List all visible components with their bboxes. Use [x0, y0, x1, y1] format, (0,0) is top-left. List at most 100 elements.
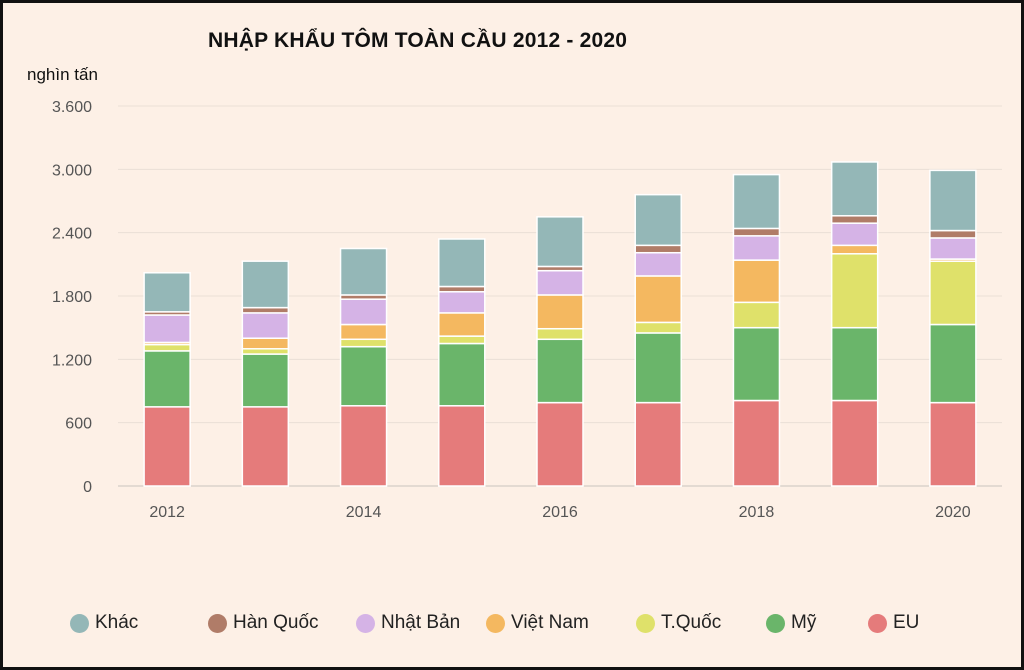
bar-segment-2018-4: [732, 235, 781, 261]
bar-segment-2015-2: [438, 335, 486, 345]
bar-segment-2018-3: [732, 259, 781, 304]
bar-segment-2017-0: [634, 401, 682, 487]
legend-swatch: [636, 613, 655, 633]
bar-segment-2014-1: [339, 345, 388, 407]
bar-segment-2013-1: [241, 353, 290, 408]
legend-swatch: [486, 613, 505, 633]
bar-stack-2019: [830, 161, 879, 487]
x-tick-label: 2014: [346, 504, 382, 521]
bar-stack-2018: [732, 173, 781, 487]
bar-segment-2019-2: [830, 253, 879, 329]
x-tick-label: 2012: [149, 504, 185, 521]
legend-label: Việt Nam: [511, 612, 589, 633]
bar-segment-2013-0: [241, 406, 290, 487]
bar-stack-2017: [634, 193, 682, 487]
legend-item: Mỹ: [766, 608, 816, 638]
chart-plot: 0 600 1.200 1.800 2.400 3.000 3.600 2012 2014 20…: [52, 99, 1002, 521]
legend-item: Hàn Quốc: [208, 608, 319, 638]
legend-item: T.Quốc: [636, 608, 721, 638]
bar-stack-2016: [536, 216, 584, 487]
bar-segment-2018-0: [732, 399, 781, 487]
y-tick-label: 1.800: [52, 289, 92, 306]
y-tick-label: 3.600: [52, 99, 92, 116]
bar-segment-2013-3: [241, 337, 290, 350]
bar-segment-2016-2: [536, 327, 584, 341]
bar-segment-2017-3: [634, 275, 682, 324]
bar-segment-2016-3: [536, 294, 584, 330]
bar-segment-2015-0: [438, 405, 486, 487]
bar-stack-2020: [929, 169, 977, 487]
legend-label: Nhật Bản: [381, 612, 461, 633]
bar-segment-2014-6: [339, 247, 388, 296]
bar-segment-2015-1: [438, 342, 486, 407]
bar-segment-2013-4: [241, 312, 290, 339]
bar-segment-2020-6: [929, 169, 977, 232]
legend-label: T.Quốc: [661, 612, 722, 633]
bar-segment-2018-5: [732, 227, 781, 237]
bar-segment-2017-2: [634, 321, 682, 334]
legend-label: Hàn Quốc: [233, 612, 319, 633]
legend-swatch: [356, 613, 375, 633]
bar-segment-2016-6: [536, 216, 584, 268]
bar-segment-2016-0: [536, 401, 584, 487]
bar-segment-2014-3: [339, 323, 388, 341]
bar-segment-2018-6: [732, 173, 781, 230]
legend-swatch: [868, 613, 887, 633]
bar-stack-2013: [241, 260, 290, 487]
bar-segment-2017-1: [634, 332, 682, 404]
bar-segment-2016-4: [536, 269, 584, 296]
bar-segment-2015-5: [438, 285, 486, 293]
bar-segment-2013-5: [241, 306, 290, 314]
y-tick-label: 0: [83, 479, 92, 496]
y-tick-label: 2.400: [52, 226, 92, 243]
bar-stack-2012: [143, 272, 191, 487]
bar-segment-2017-5: [634, 244, 682, 254]
bar-segment-2014-2: [339, 338, 388, 348]
bar-segment-2020-5: [929, 229, 977, 239]
bar-segment-2019-5: [830, 215, 879, 224]
bar-segment-2018-2: [732, 301, 781, 329]
y-tick-label: 600: [65, 416, 92, 433]
bar-segment-2017-4: [634, 251, 682, 277]
bar-stacks: [143, 161, 977, 487]
bar-segment-2020-0: [929, 401, 977, 487]
bar-segment-2015-6: [438, 238, 486, 288]
bar-segment-2012-1: [143, 350, 191, 408]
bar-segment-2015-3: [438, 312, 486, 337]
y-tick-label: 1.200: [52, 352, 92, 369]
bar-segment-2020-4: [929, 237, 977, 260]
y-tick-label: 3.000: [52, 162, 92, 179]
x-tick-label: 2018: [739, 504, 775, 521]
bar-stack-2015: [438, 238, 486, 487]
bar-segment-2019-3: [830, 244, 879, 255]
legend-swatch: [70, 613, 89, 633]
legend-label: Khác: [95, 612, 139, 633]
x-tick-label: 2020: [935, 504, 971, 521]
bar-segment-2019-4: [830, 222, 879, 247]
bar-segment-2015-4: [438, 291, 486, 314]
y-axis-ticks: 0 600 1.200 1.800 2.400 3.000 3.600: [52, 99, 92, 496]
bar-segment-2020-1: [929, 323, 977, 404]
bar-segment-2017-6: [634, 193, 682, 247]
bar-stack-2014: [339, 247, 388, 487]
bar-segment-2012-2: [143, 343, 191, 352]
y-axis-unit-label: nghìn tấn: [27, 65, 98, 84]
bar-segment-2014-0: [339, 405, 388, 487]
legend-swatch: [208, 613, 227, 633]
bar-segment-2019-0: [830, 399, 879, 487]
x-axis-ticks: 2012 2014 2016 2018 2020: [149, 504, 970, 521]
bar-segment-2019-6: [830, 161, 879, 217]
legend-item: Khác: [70, 608, 138, 638]
legend-label: EU: [893, 612, 920, 633]
legend-item: EU: [868, 608, 919, 638]
legend-swatch: [766, 613, 785, 633]
bar-segment-2019-1: [830, 326, 879, 402]
bar-segment-2012-0: [143, 406, 191, 487]
legend: Khác Hàn Quốc Nhật Bản Việt Nam T.Quốc Mỹ EU: [70, 608, 990, 640]
bar-segment-2016-1: [536, 338, 584, 404]
legend-item: Nhật Bản: [356, 608, 460, 638]
bar-segment-2012-6: [143, 272, 191, 313]
bar-segment-2014-4: [339, 298, 388, 326]
legend-label: Mỹ: [791, 612, 817, 633]
chart-title: NHẬP KHẨU TÔM TOÀN CẦU 2012 - 2020: [208, 29, 628, 52]
